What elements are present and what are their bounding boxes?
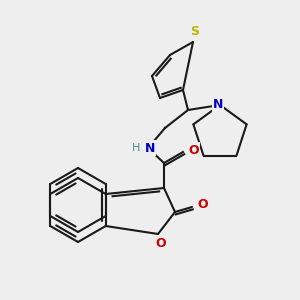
Text: N: N xyxy=(145,142,155,154)
Text: O: O xyxy=(156,237,166,250)
Text: O: O xyxy=(197,199,208,212)
Text: N: N xyxy=(213,98,223,112)
Text: H: H xyxy=(132,143,140,153)
Text: O: O xyxy=(188,143,199,157)
Text: S: S xyxy=(190,25,200,38)
